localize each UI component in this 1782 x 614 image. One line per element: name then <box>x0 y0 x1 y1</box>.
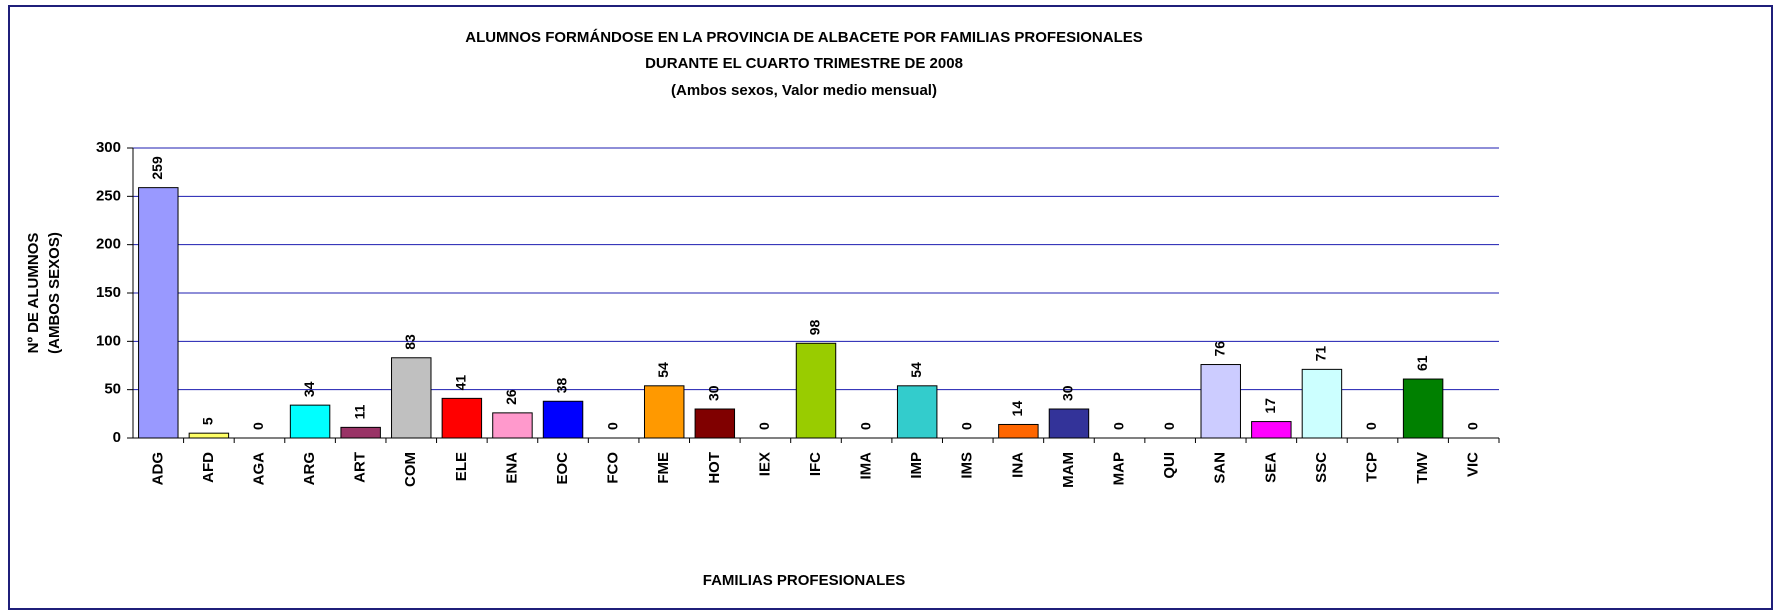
bar <box>998 423 1039 439</box>
bar <box>1048 408 1090 439</box>
data-label: 0 <box>604 422 620 430</box>
data-label: 0 <box>756 422 772 430</box>
y-axis-title: (AMBOS SEXOS) <box>46 232 63 354</box>
x-tick-label: IFC <box>807 452 824 476</box>
y-tick-label: 100 <box>96 332 121 349</box>
y-tick-label: 50 <box>104 381 121 398</box>
x-tick-label: VIC <box>1465 452 1482 477</box>
bar <box>340 426 381 439</box>
y-tick-label: 300 <box>96 139 121 156</box>
y-tick-label: 0 <box>113 429 121 446</box>
x-tick-label: COM <box>402 452 419 487</box>
chart-frame <box>8 5 1773 610</box>
data-label: 30 <box>1060 385 1076 401</box>
data-label: 14 <box>1009 401 1025 417</box>
x-axis-title: FAMILIAS PROFESIONALES <box>703 572 906 589</box>
x-tick-label: ARG <box>301 452 318 485</box>
x-tick-label: TCP <box>1363 452 1380 482</box>
data-label: 0 <box>857 422 873 430</box>
data-label: 38 <box>554 377 570 393</box>
data-label: 41 <box>453 375 469 391</box>
x-tick-label: IMS <box>959 452 976 479</box>
chart-title: DURANTE EL CUARTO TRIMESTRE DE 2008 <box>645 55 963 72</box>
x-tick-label: ART <box>352 452 369 483</box>
bar <box>441 397 483 439</box>
x-tick-label: AGA <box>250 452 267 486</box>
bar <box>643 385 685 439</box>
y-tick-label: 200 <box>96 236 121 253</box>
bar <box>1301 368 1343 439</box>
data-label: 0 <box>1363 422 1379 430</box>
data-label: 5 <box>200 417 216 425</box>
data-label: 0 <box>250 422 266 430</box>
bar <box>795 342 837 439</box>
x-tick-label: EOC <box>554 452 571 485</box>
data-label: 61 <box>1414 355 1430 371</box>
data-label: 0 <box>1161 422 1177 430</box>
bar <box>289 404 331 439</box>
data-label: 83 <box>402 334 418 350</box>
data-label: 0 <box>958 422 974 430</box>
bar <box>896 385 938 439</box>
data-label: 0 <box>1110 422 1126 430</box>
y-axis-title: Nº DE ALUMNOS <box>25 233 42 354</box>
data-label: 54 <box>655 362 671 378</box>
chart-title: ALUMNOS FORMÁNDOSE EN LA PROVINCIA DE AL… <box>465 29 1143 46</box>
x-tick-label: SAN <box>1212 452 1229 484</box>
x-tick-label: MAP <box>1111 452 1128 485</box>
x-tick-label: TMV <box>1414 452 1431 484</box>
bar <box>1402 378 1444 439</box>
bar <box>492 412 533 439</box>
x-tick-label: AFD <box>200 452 217 483</box>
x-tick-label: HOT <box>706 452 723 484</box>
data-label: 76 <box>1211 341 1227 357</box>
x-tick-label: SEA <box>1262 452 1279 483</box>
data-label: 259 <box>149 156 165 180</box>
data-label: 30 <box>706 385 722 401</box>
data-label: 11 <box>351 404 367 419</box>
data-label: 0 <box>1464 422 1480 430</box>
x-tick-label: IMA <box>858 452 875 480</box>
y-tick-label: 150 <box>96 284 121 301</box>
x-tick-label: FME <box>655 452 672 484</box>
data-label: 98 <box>807 319 823 335</box>
x-tick-label: SSC <box>1313 452 1330 483</box>
x-tick-label: IEX <box>756 452 773 476</box>
bar <box>694 408 736 439</box>
data-label: 54 <box>908 362 924 378</box>
x-tick-label: INA <box>1009 452 1026 478</box>
data-label: 26 <box>503 389 519 405</box>
x-tick-label: FCO <box>605 452 622 484</box>
bar <box>138 187 179 439</box>
y-tick-label: 250 <box>96 187 121 204</box>
x-tick-label: IMP <box>908 452 925 479</box>
x-tick-label: ELE <box>453 452 470 481</box>
x-tick-label: ENA <box>503 452 520 484</box>
data-label: 34 <box>301 381 317 397</box>
x-tick-label: QUI <box>1161 452 1178 479</box>
chart-title: (Ambos sexos, Valor medio mensual) <box>671 82 937 99</box>
x-tick-label: ADG <box>149 452 166 485</box>
bar <box>1251 421 1292 439</box>
x-tick-label: MAM <box>1060 452 1077 488</box>
bar <box>188 432 230 439</box>
bar <box>1200 364 1241 439</box>
bar <box>542 400 584 439</box>
data-label: 17 <box>1262 398 1278 414</box>
bar <box>391 357 432 439</box>
data-label: 71 <box>1313 346 1329 362</box>
